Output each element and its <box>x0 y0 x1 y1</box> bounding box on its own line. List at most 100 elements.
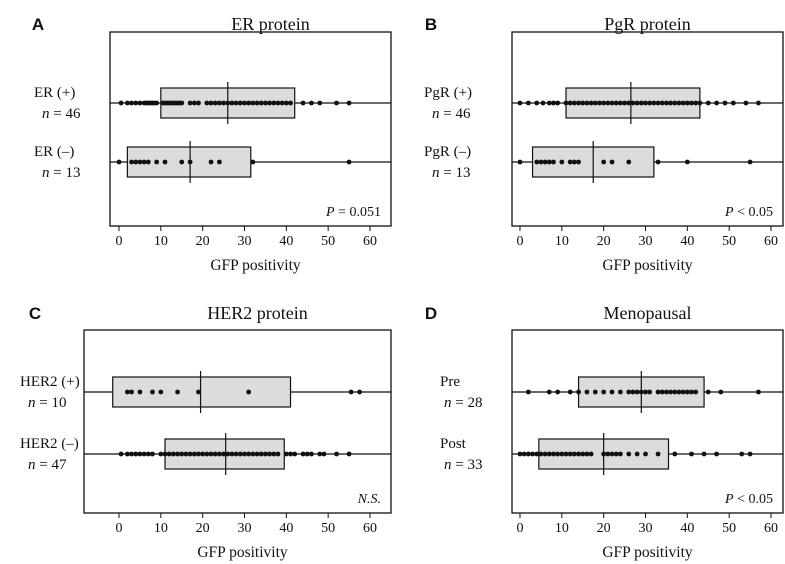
x-tick-label: 0 <box>517 521 524 536</box>
x-axis-label: GFP positivity <box>602 544 693 561</box>
data-point <box>576 389 581 395</box>
stat-variable: P <box>724 205 734 220</box>
data-point <box>609 159 615 165</box>
data-point <box>133 451 139 457</box>
data-point <box>576 451 581 457</box>
data-point <box>555 389 561 395</box>
data-point <box>124 100 130 106</box>
panel-letter: B <box>425 15 437 34</box>
data-point <box>162 159 168 165</box>
data-point <box>618 451 623 457</box>
data-point <box>175 389 180 395</box>
data-point <box>546 159 552 165</box>
data-point <box>187 159 193 165</box>
data-point <box>680 100 686 106</box>
data-point <box>124 451 130 457</box>
x-tick-label: 60 <box>363 234 377 249</box>
x-tick-label: 60 <box>764 521 778 536</box>
data-point <box>288 100 293 106</box>
data-point <box>551 100 556 106</box>
data-point <box>321 451 327 457</box>
data-point <box>334 100 339 106</box>
data-point <box>137 451 143 457</box>
data-point <box>684 100 690 106</box>
data-point <box>225 451 231 457</box>
data-point <box>292 451 298 457</box>
data-point <box>129 451 134 457</box>
group-n: n = 46 <box>42 106 81 122</box>
data-point <box>567 159 573 165</box>
n-value: = 46 <box>440 106 471 122</box>
x-tick-label: 50 <box>321 521 335 536</box>
data-point <box>137 159 143 165</box>
data-point <box>613 100 619 106</box>
data-point <box>551 159 556 165</box>
x-tick-label: 30 <box>238 234 252 249</box>
x-tick-label: 10 <box>154 521 168 536</box>
data-point <box>283 451 289 457</box>
x-tick-label: 50 <box>722 234 736 249</box>
n-symbol: n <box>28 395 36 411</box>
data-point <box>668 100 673 106</box>
x-axis-label: GFP positivity <box>197 544 288 561</box>
data-point <box>217 451 222 457</box>
data-point <box>191 100 197 106</box>
group-n: n = 47 <box>28 457 67 473</box>
group-label: HER2 (–) <box>20 436 79 452</box>
data-point <box>283 100 289 106</box>
stat-annotation: P = 0.051 <box>325 205 381 220</box>
data-point <box>246 100 252 106</box>
data-point <box>534 100 540 106</box>
data-point <box>309 451 314 457</box>
data-point <box>664 389 669 395</box>
data-point <box>630 389 636 395</box>
data-point <box>258 100 264 106</box>
data-point <box>141 159 147 165</box>
group-label: PgR (+) <box>424 85 472 101</box>
data-point <box>517 100 523 106</box>
data-point <box>551 451 556 457</box>
x-tick-label: 40 <box>279 234 293 249</box>
data-point <box>580 451 586 457</box>
data-point <box>225 100 231 106</box>
data-point <box>208 100 214 106</box>
n-value: = 33 <box>452 457 483 473</box>
data-point <box>588 100 594 106</box>
data-point <box>655 100 661 106</box>
data-point <box>300 100 306 106</box>
stat-variable: P <box>724 492 734 507</box>
data-point <box>705 389 711 395</box>
data-point <box>229 451 235 457</box>
data-point <box>571 100 577 106</box>
data-point <box>546 100 552 106</box>
group-n: n = 46 <box>432 106 471 122</box>
data-point <box>693 389 699 395</box>
data-point <box>747 451 753 457</box>
data-point <box>258 451 264 457</box>
data-point <box>647 100 653 106</box>
group-n: n = 13 <box>432 165 470 181</box>
data-point <box>212 451 218 457</box>
data-point <box>118 100 124 106</box>
data-point <box>317 451 323 457</box>
data-point <box>613 451 619 457</box>
x-tick-label: 0 <box>517 234 524 249</box>
data-point <box>137 100 143 106</box>
data-point <box>221 100 226 106</box>
data-point <box>254 451 260 457</box>
data-point <box>701 451 707 457</box>
data-point <box>346 159 352 165</box>
data-point <box>208 159 214 165</box>
data-point <box>179 159 185 165</box>
data-point <box>357 389 362 395</box>
group-row: HER2 (+) n = 10 <box>20 371 391 413</box>
data-point <box>697 100 703 106</box>
data-point <box>655 451 661 457</box>
x-tick-label: 20 <box>597 521 611 536</box>
data-point <box>643 100 648 106</box>
stat-annotation: N.S. <box>357 492 381 507</box>
data-point <box>175 451 180 457</box>
data-point <box>200 451 206 457</box>
data-point <box>559 451 565 457</box>
data-point <box>555 100 561 106</box>
